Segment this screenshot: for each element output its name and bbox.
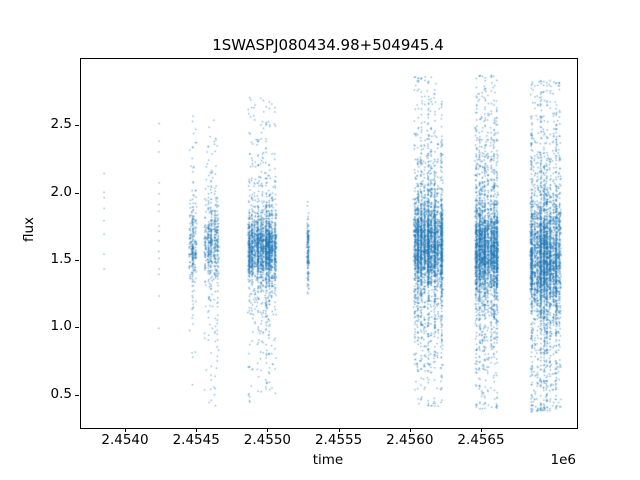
x-tick-mark <box>409 428 411 432</box>
plot-title: 1SWASPJ080434.98+504945.4 <box>212 36 444 54</box>
y-tick-mark <box>75 192 79 194</box>
x-tick-label: 2.4555 <box>314 432 363 448</box>
x-tick-mark <box>267 428 269 432</box>
y-tick-mark <box>75 125 79 127</box>
x-tick-mark <box>196 428 198 432</box>
x-tick-label: 2.4540 <box>101 432 149 448</box>
y-tick-mark <box>75 327 79 329</box>
x-tick-mark <box>481 428 482 432</box>
y-tick-label: 2.5 <box>50 116 72 133</box>
x-tick-label: 2.4550 <box>243 432 292 448</box>
y-axis-label: flux <box>21 216 37 242</box>
y-tick-label: 0.5 <box>50 385 72 402</box>
y-tick-label: 2.0 <box>50 183 72 200</box>
y-tick-label: 1.5 <box>50 251 72 267</box>
y-tick-mark <box>75 394 79 396</box>
plot-area <box>80 58 578 429</box>
y-tick-mark <box>75 260 79 261</box>
x-axis-label: time <box>312 452 344 468</box>
y-tick-label: 1.0 <box>50 318 72 335</box>
x-tick-label: 2.4560 <box>386 432 434 448</box>
scatter-points-canvas <box>81 59 577 428</box>
x-tick-mark <box>338 428 340 432</box>
x-tick-mark <box>125 428 126 432</box>
x-axis-offset-label: 1e6 <box>550 452 576 468</box>
x-tick-label: 2.4565 <box>457 432 505 448</box>
x-tick-label: 2.4545 <box>172 432 220 448</box>
